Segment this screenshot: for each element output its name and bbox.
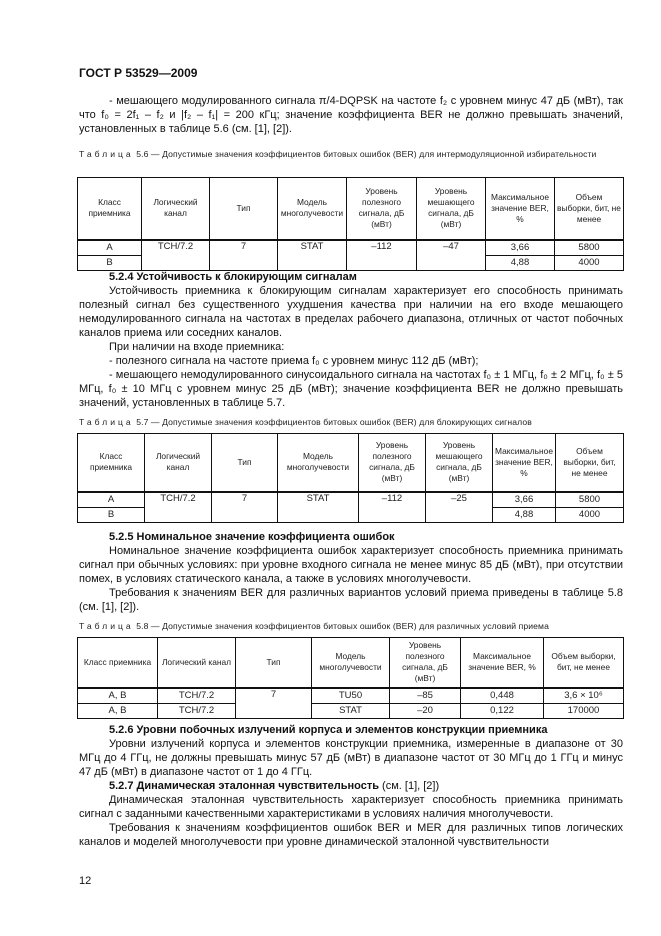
table-caption: Таблица 5.8 — Допустимые значения коэффи… <box>79 621 549 631</box>
paragraph: Уровни излучений корпуса и элементов кон… <box>79 738 623 778</box>
section-heading: 5.2.6 Уровни побочных излучений корпуса … <box>109 724 548 736</box>
page-number: 12 <box>79 875 92 887</box>
table-header-row: Класс приемника Логический канал Тип Модель… <box>77 433 624 493</box>
table-row: A, B TCH/7.2 STAT –20 0,122 170000 <box>77 702 624 719</box>
table-caption: Таблица 5.7 — Допустимые значения коэффи… <box>79 417 532 427</box>
table-5-8: Класс приемника Логический канал Тип Модель… <box>77 637 624 719</box>
table-header-row: Класс приемника Логический канал Тип Модель… <box>77 177 624 241</box>
table-header-row: Класс приемника Логический канал Тип Модель… <box>77 637 624 689</box>
table-row: B 4,88 4000 <box>77 506 624 523</box>
table-caption: Таблица 5.6 — Допустимые значения коэффи… <box>79 149 597 159</box>
section-5-2-4: 5.2.4 Устойчивость к блокирующим сигнала… <box>79 270 623 410</box>
paragraph: Динамическая эталонная чувствительность … <box>79 794 623 820</box>
table-row: B 4,88 4000 <box>77 254 624 271</box>
table-row: A, B TCH/7.2 7 TU50 –85 0,448 3,6 × 10⁶ <box>77 687 624 719</box>
intro-section: - мешающего модулированного сигнала π/4-… <box>79 94 623 136</box>
section-5-2-5: 5.2.5 Номинальное значение коэффициента … <box>79 530 623 614</box>
section-heading: 5.2.5 Номинальное значение коэффициента … <box>109 531 395 543</box>
paragraph: Номинальное значение коэффициента ошибок… <box>79 545 623 585</box>
paragraph: - мешающего немодулированного синусоидал… <box>79 369 623 409</box>
paragraph: - полезного сигнала на частоте приема f₀… <box>109 355 479 367</box>
paragraph: При наличии на входе приемника: <box>109 341 285 353</box>
table-5-6: Класс приемника Логический канал Тип Модель… <box>77 177 624 271</box>
table-row: A TCH/7.2 7 STAT –112 –25 3,66 5800 <box>77 491 624 523</box>
paragraph: Требования к значениям BER для различных… <box>79 587 623 613</box>
paragraph: Устойчивость приемника к блокирующим сиг… <box>79 285 623 339</box>
paragraph: Требования к значениям коэффициентов оши… <box>79 822 623 848</box>
paragraph: - мешающего модулированного сигнала π/4-… <box>79 95 623 135</box>
section-heading: 5.2.7 Динамическая эталонная чувствитель… <box>109 780 440 792</box>
section-5-2-6: 5.2.6 Уровни побочных излучений корпуса … <box>79 723 623 849</box>
section-heading: 5.2.4 Устойчивость к блокирующим сигнала… <box>109 271 357 283</box>
table-5-7: Класс приемника Логический канал Тип Модель… <box>77 433 624 523</box>
table-row: A TCH/7.2 7 STAT –112 –47 3,66 5800 <box>77 239 624 271</box>
document-header: ГОСТ Р 53529—2009 <box>79 66 198 80</box>
